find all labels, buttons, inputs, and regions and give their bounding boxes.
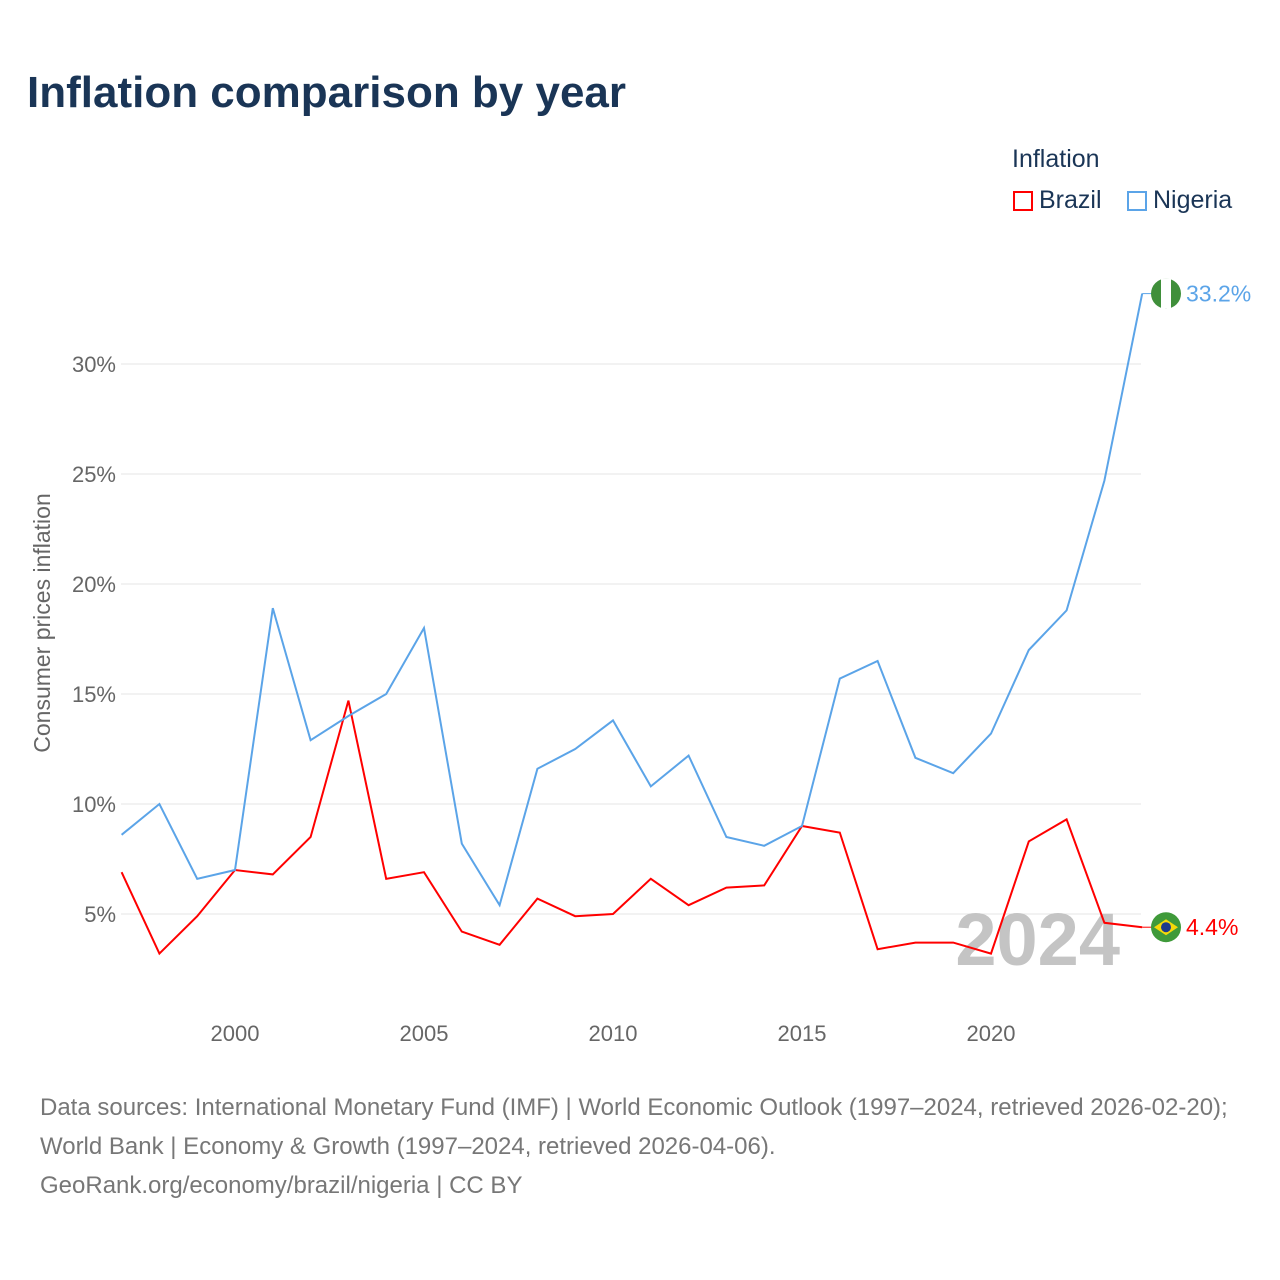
data-point-brazil[interactable]	[687, 903, 691, 907]
data-point-brazil[interactable]	[951, 941, 955, 945]
data-point-brazil[interactable]	[649, 877, 653, 881]
data-point-brazil[interactable]	[384, 877, 388, 881]
data-point-nigeria[interactable]	[951, 771, 955, 775]
data-point-nigeria[interactable]	[876, 659, 880, 663]
data-point-brazil[interactable]	[1027, 839, 1031, 843]
data-point-brazil[interactable]	[460, 930, 464, 934]
data-point-nigeria[interactable]	[989, 732, 993, 736]
y-tick-label: 25%	[72, 462, 116, 487]
y-tick-label: 5%	[84, 902, 116, 927]
end-value-label-nigeria: 33.2%	[1186, 281, 1251, 307]
source-link[interactable]: GeoRank.org/economy/brazil/nigeria | CC …	[40, 1172, 523, 1199]
data-point-nigeria[interactable]	[1027, 648, 1031, 652]
data-point-nigeria[interactable]	[611, 718, 615, 722]
y-tick-label: 30%	[72, 352, 116, 377]
data-point-nigeria[interactable]	[422, 626, 426, 630]
data-point-nigeria[interactable]	[687, 754, 691, 758]
data-point-brazil[interactable]	[1102, 921, 1106, 925]
data-point-nigeria[interactable]	[838, 677, 842, 681]
data-point-brazil[interactable]	[913, 941, 917, 945]
legend-item-brazil[interactable]: Brazil	[1013, 186, 1102, 215]
y-tick-label: 10%	[72, 792, 116, 817]
data-point-nigeria[interactable]	[1102, 479, 1106, 483]
x-tick-label: 2010	[589, 1021, 638, 1046]
end-value-label-brazil: 4.4%	[1186, 914, 1238, 940]
data-point-nigeria[interactable]	[800, 824, 804, 828]
brazil-flag-icon	[1151, 912, 1181, 943]
legend-swatch-brazil	[1013, 190, 1033, 211]
legend-item-nigeria[interactable]: Nigeria	[1127, 186, 1232, 215]
data-point-nigeria[interactable]	[913, 756, 917, 760]
data-point-brazil[interactable]	[195, 914, 199, 918]
data-point-brazil[interactable]	[573, 914, 577, 918]
legend-title: Inflation	[1012, 145, 1100, 173]
y-axis-label: Consumer prices inflation	[29, 493, 55, 753]
data-point-nigeria[interactable]	[120, 833, 124, 837]
nigeria-flag-icon	[1151, 278, 1181, 309]
data-point-brazil[interactable]	[838, 831, 842, 835]
data-point-nigeria[interactable]	[460, 842, 464, 846]
data-point-brazil[interactable]	[120, 870, 124, 874]
source-text: Data sources: International Monetary Fun…	[40, 1094, 1228, 1160]
legend-label-nigeria: Nigeria	[1153, 186, 1233, 214]
data-point-nigeria[interactable]	[195, 877, 199, 881]
chart-title: Inflation comparison by year	[27, 68, 627, 117]
data-point-nigeria[interactable]	[309, 738, 313, 742]
x-tick-label: 2005	[400, 1021, 449, 1046]
data-point-nigeria[interactable]	[157, 802, 161, 806]
data-point-brazil[interactable]	[422, 870, 426, 874]
data-point-brazil[interactable]	[611, 912, 615, 916]
data-point-brazil[interactable]	[309, 835, 313, 839]
data-point-brazil[interactable]	[535, 897, 539, 901]
data-point-nigeria[interactable]	[233, 868, 237, 872]
y-tick-label: 15%	[72, 682, 116, 707]
y-tick-label: 20%	[72, 572, 116, 597]
data-point-brazil[interactable]	[157, 952, 161, 956]
legend-label-brazil: Brazil	[1039, 186, 1102, 214]
data-point-nigeria[interactable]	[498, 903, 502, 907]
legend-swatch-nigeria	[1127, 190, 1147, 211]
data-point-nigeria[interactable]	[271, 606, 275, 610]
data-point-nigeria[interactable]	[649, 784, 653, 788]
x-tick-label: 2015	[778, 1021, 827, 1046]
data-point-brazil[interactable]	[762, 883, 766, 887]
data-point-brazil[interactable]	[498, 943, 502, 947]
data-point-brazil[interactable]	[346, 699, 350, 703]
series-line-brazil[interactable]	[120, 700, 1143, 956]
data-point-nigeria[interactable]	[535, 767, 539, 771]
data-point-nigeria[interactable]	[384, 692, 388, 696]
data-point-brazil[interactable]	[989, 952, 993, 956]
series-line-nigeria[interactable]	[120, 293, 1144, 908]
data-point-nigeria[interactable]	[762, 844, 766, 848]
source-note: Data sources: International Monetary Fun…	[40, 1088, 1250, 1205]
data-point-nigeria[interactable]	[573, 747, 577, 751]
data-point-nigeria[interactable]	[346, 714, 350, 718]
data-point-nigeria[interactable]	[724, 835, 728, 839]
x-tick-label: 2020	[967, 1021, 1016, 1046]
year-watermark: 2024	[955, 898, 1120, 981]
data-point-brazil[interactable]	[1065, 817, 1069, 821]
data-point-brazil[interactable]	[271, 872, 275, 876]
data-point-brazil[interactable]	[724, 886, 728, 890]
data-point-brazil[interactable]	[876, 947, 880, 951]
x-tick-label: 2000	[211, 1021, 260, 1046]
data-point-nigeria[interactable]	[1065, 608, 1069, 612]
